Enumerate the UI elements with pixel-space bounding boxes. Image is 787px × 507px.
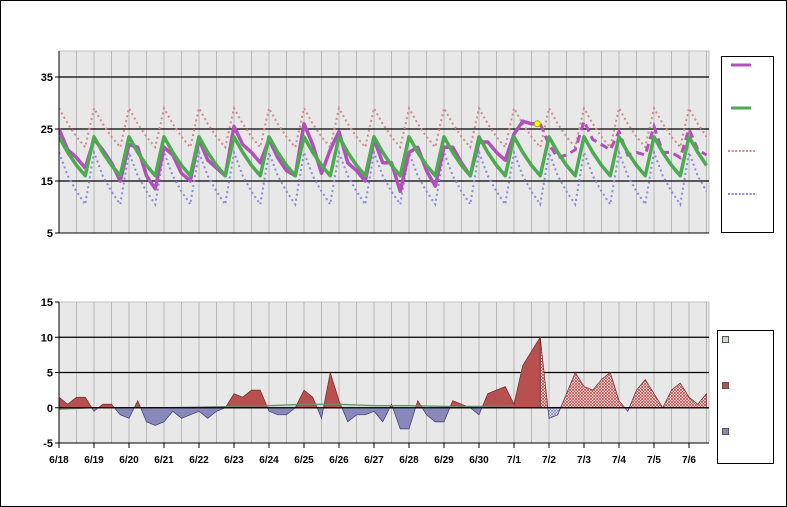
top-legend-box [721, 56, 774, 233]
forecast-positive-area [539, 337, 707, 408]
x-tick-label: 6/27 [364, 455, 384, 466]
x-tick-label: 7/1 [507, 455, 521, 466]
x-tick-label: 6/24 [259, 455, 279, 466]
bottom-ytick-label: -5 [43, 438, 53, 450]
x-axis-ticks: 6/18 6/19 6/20 6/21 6/22 6/23 6/24 6/25 6/26 6/27… [49, 443, 696, 466]
legend-swatch [722, 382, 729, 389]
x-tick-label: 6/21 [154, 455, 174, 466]
x-tick-label: 7/5 [647, 455, 661, 466]
legend-swatch [722, 428, 729, 435]
x-tick-label: 6/23 [224, 455, 244, 466]
positive-areas [59, 336, 707, 408]
observed-negative-area [59, 408, 541, 430]
bottom-ytick-label: 15 [41, 297, 53, 309]
x-tick-label: 6/25 [294, 455, 314, 466]
x-tick-label: 7/2 [542, 455, 556, 466]
x-tick-label: 6/26 [329, 455, 349, 466]
x-tick-label: 6/30 [469, 455, 489, 466]
x-tick-label: 7/6 [682, 455, 696, 466]
bottom-ytick-label: 0 [47, 403, 53, 415]
x-tick-label: 6/19 [84, 455, 104, 466]
temperature-plot: 35 25 15 5 [41, 50, 710, 240]
observed-positive-area [59, 336, 541, 408]
anomaly-plot: 15 10 5 0 -5 [41, 297, 710, 450]
x-tick-label: 6/22 [189, 455, 209, 466]
current-point [533, 120, 541, 128]
upper-series-line [59, 105, 708, 150]
x-tick-label: 6/28 [399, 455, 419, 466]
top-ytick-label: 25 [41, 124, 53, 136]
forecast-negative-area [539, 408, 707, 419]
normal-series-line [59, 135, 708, 178]
x-tick-label: 7/4 [612, 455, 626, 466]
x-tick-label: 6/18 [49, 455, 69, 466]
top-ytick-label: 5 [47, 228, 53, 240]
top-ytick-label: 15 [41, 176, 53, 188]
top-series [59, 105, 708, 208]
legends [717, 56, 774, 464]
top-ytick-label: 35 [41, 72, 53, 84]
bottom-ytick-label: 10 [41, 332, 53, 344]
x-tick-label: 7/3 [577, 455, 591, 466]
x-tick-label: 6/20 [119, 455, 139, 466]
negative-areas [59, 408, 707, 430]
bottom-legend-box [717, 330, 774, 464]
legend-swatch [722, 336, 729, 343]
lower-series-line [59, 148, 708, 208]
baseline-band [59, 404, 514, 410]
x-tick-label: 6/29 [434, 455, 454, 466]
bottom-ytick-label: 5 [47, 368, 53, 380]
